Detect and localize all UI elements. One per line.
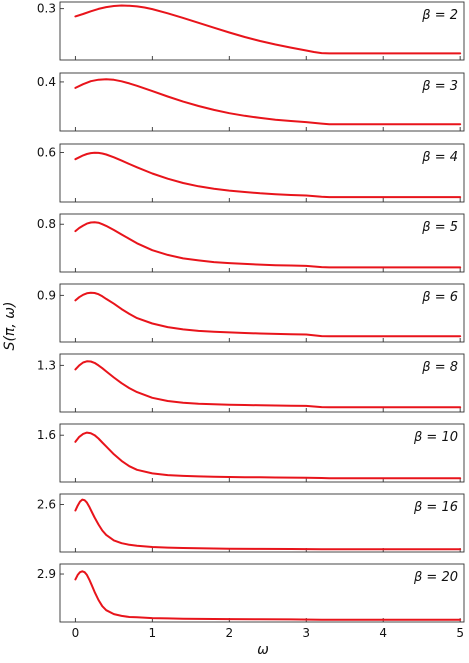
panel-frame <box>59 423 465 483</box>
y-tick-label: 0.4 <box>37 75 56 89</box>
y-tick-label: 2.6 <box>37 498 56 512</box>
panel-6: 1.3 β = 8 <box>37 353 465 413</box>
panel-frame <box>59 1 465 61</box>
series-line <box>74 431 462 480</box>
beta-label: β = 8 <box>421 360 458 375</box>
panel-frame <box>59 283 465 343</box>
panel-frame <box>59 72 465 132</box>
panels: 0.3 β = 2 0.4 β = 3 0.6 β = 4 0.8 β = 5 0.9 β = 6… <box>37 1 465 623</box>
panel-5: 0.9 β = 6 <box>37 283 465 343</box>
panel-8: 2.6 β = 16 <box>37 493 465 553</box>
y-tick-label: 0.6 <box>37 146 56 160</box>
x-tick-label: 4 <box>379 626 387 640</box>
panel-frame <box>59 213 465 273</box>
beta-label: β = 6 <box>421 290 458 305</box>
beta-label: β = 5 <box>421 220 458 235</box>
beta-label: β = 2 <box>421 8 458 23</box>
series-line <box>74 221 462 269</box>
panel-frame <box>59 353 465 413</box>
beta-label: β = 20 <box>413 570 458 585</box>
series-line <box>74 78 462 126</box>
y-tick-label: 1.3 <box>37 358 56 372</box>
beta-label: β = 16 <box>413 500 458 515</box>
beta-label: β = 4 <box>421 150 458 165</box>
series-line <box>74 498 462 551</box>
x-tick-label: 2 <box>225 626 233 640</box>
series-line <box>74 151 462 199</box>
y-tick-label: 1.6 <box>37 428 56 442</box>
y-tick-label: 2.9 <box>37 567 56 581</box>
y-tick-label: 0.3 <box>37 2 56 16</box>
x-tick-label: 0 <box>72 626 80 640</box>
panel-frame <box>59 563 465 623</box>
y-axis-label: S(π, ω) <box>2 302 18 351</box>
panel-7: 1.6 β = 10 <box>37 423 465 483</box>
y-tick-label: 0.8 <box>37 217 56 231</box>
beta-label: β = 3 <box>421 79 458 94</box>
series-line <box>74 570 462 621</box>
x-tick-label: 3 <box>302 626 310 640</box>
y-tick-label: 0.9 <box>37 288 56 302</box>
series-line <box>74 360 462 409</box>
panel-frame <box>59 493 465 553</box>
panel-frame <box>59 143 465 203</box>
panel-1: 0.3 β = 2 <box>37 1 465 61</box>
x-tick-label: 1 <box>149 626 157 640</box>
x-axis: 0 1 2 3 4 5 <box>72 626 464 640</box>
beta-label: β = 10 <box>413 430 458 445</box>
x-axis-label: ω <box>257 642 269 658</box>
panel-3: 0.6 β = 4 <box>37 143 465 203</box>
panel-9: 2.9 β = 20 <box>37 563 465 623</box>
panel-2: 0.4 β = 3 <box>37 72 465 132</box>
x-tick-label: 5 <box>456 626 464 640</box>
series-line <box>74 291 462 338</box>
series-line <box>74 4 462 55</box>
panel-4: 0.8 β = 5 <box>37 213 465 273</box>
